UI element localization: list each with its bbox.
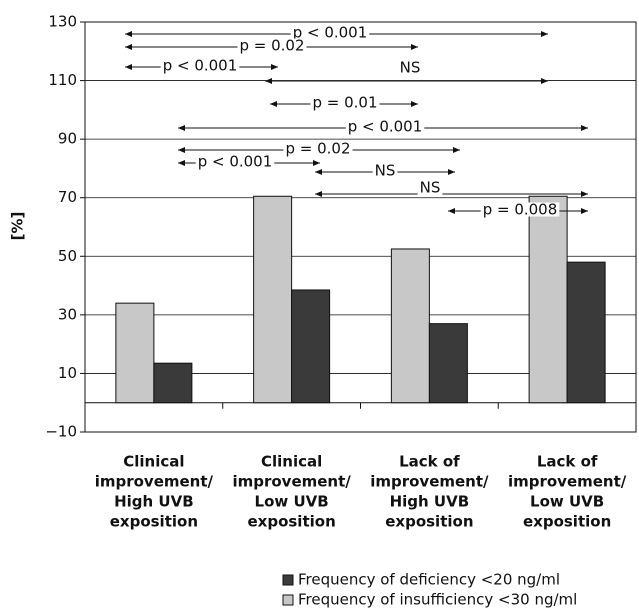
x-tick-label: Low UVB — [530, 493, 604, 511]
annotation-text: p < 0.001 — [293, 24, 368, 42]
annotation: p < 0.001 — [195, 153, 275, 171]
annotation-bg — [195, 154, 275, 169]
x-tick-label: improvement/ — [232, 473, 351, 491]
bar — [428, 323, 468, 404]
bar — [390, 248, 430, 404]
y-tick-label: 30 — [58, 305, 77, 323]
x-tick-label: High UVB — [114, 493, 194, 511]
y-tick-label: 130 — [48, 13, 77, 31]
annotation-bg — [345, 119, 425, 134]
y-tick-label: 110 — [48, 71, 77, 89]
bar — [566, 261, 606, 404]
legend-swatch — [282, 594, 294, 606]
annotation-text: p = 0.02 — [285, 140, 350, 158]
annotation-bg — [283, 141, 353, 156]
x-tick-label: Clinical — [123, 453, 184, 471]
bar — [115, 302, 155, 404]
annotation: p = 0.008 — [480, 201, 560, 219]
plot-frame — [84, 21, 637, 433]
x-tick-label: exposition — [247, 513, 335, 531]
x-tick-label: exposition — [110, 513, 198, 531]
x-tick-label: Low UVB — [255, 493, 329, 511]
x-tick-label: improvement/ — [370, 473, 489, 491]
annotation: NS — [372, 162, 398, 180]
annotation-text: NS — [420, 179, 441, 197]
legend-label: Frequency of deficiency <20 ng/ml — [298, 571, 560, 589]
bar — [528, 195, 568, 404]
annotation-bg — [397, 60, 423, 75]
annotation: NS — [417, 179, 443, 197]
x-tick-label: exposition — [523, 513, 611, 531]
annotation: p = 0.02 — [237, 37, 307, 55]
annotation-bg — [480, 202, 560, 217]
bar — [253, 195, 293, 404]
annotation-text: NS — [375, 162, 396, 180]
annotation-bg — [372, 163, 398, 178]
annotation-text: p = 0.02 — [239, 37, 304, 55]
x-tick-label: Lack of — [537, 453, 598, 471]
x-tick-label: High UVB — [390, 493, 470, 511]
annotation-bg — [417, 180, 443, 195]
annotation-bg — [160, 58, 240, 73]
x-tick-label: Lack of — [399, 453, 460, 471]
legend-label: Frequency of insufficiency <30 ng/ml — [298, 591, 577, 609]
y-tick-label: 50 — [58, 247, 77, 265]
y-axis-label: [%] — [9, 212, 27, 241]
y-tick-label: 10 — [58, 364, 77, 382]
y-tick-label: 70 — [58, 188, 77, 206]
bar — [153, 362, 193, 404]
annotation-text: p < 0.001 — [198, 153, 273, 171]
annotation-bg — [310, 95, 380, 110]
annotation: p < 0.001 — [345, 118, 425, 136]
annotation: p < 0.001 — [160, 57, 240, 75]
x-tick-label: improvement/ — [508, 473, 627, 491]
annotation-text: p = 0.01 — [312, 94, 377, 112]
annotation-text: p = 0.008 — [483, 201, 558, 219]
x-tick-label: Clinical — [261, 453, 322, 471]
annotation-text: p < 0.001 — [348, 118, 423, 136]
annotation: p = 0.02 — [283, 140, 353, 158]
annotation: NS — [397, 59, 423, 77]
annotation-text: NS — [400, 59, 421, 77]
bar — [291, 289, 331, 404]
annotation-text: p < 0.001 — [163, 57, 238, 75]
annotation-bg — [290, 25, 370, 40]
x-tick-label: improvement/ — [95, 473, 214, 491]
y-tick-label: 90 — [58, 130, 77, 148]
x-tick-label: exposition — [385, 513, 473, 531]
annotation-bg — [237, 38, 307, 53]
y-tick-label: −10 — [45, 423, 77, 441]
legend-swatch — [282, 574, 294, 586]
annotation: p < 0.001 — [290, 24, 370, 42]
annotation: p = 0.01 — [310, 94, 380, 112]
